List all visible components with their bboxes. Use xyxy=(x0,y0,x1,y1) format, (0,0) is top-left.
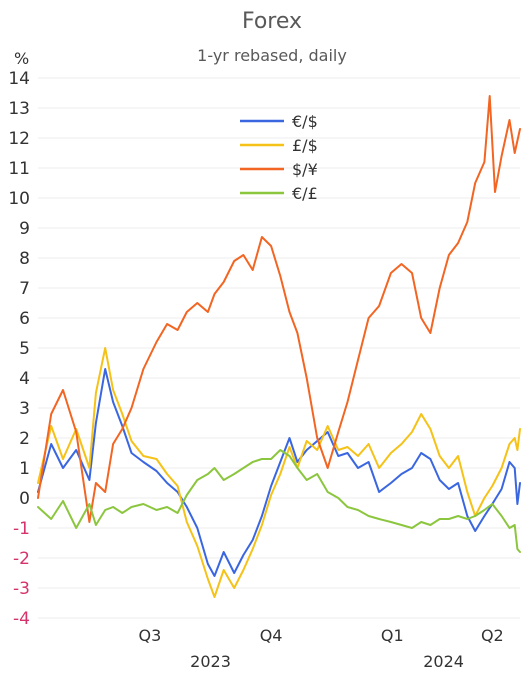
series-line-3 xyxy=(37,449,521,553)
y-tick-label: 0 xyxy=(19,489,30,509)
x-tick-q4: Q4 xyxy=(260,626,283,645)
y-tick-label: -2 xyxy=(13,549,30,569)
y-tick-label: -1 xyxy=(13,519,30,539)
y-tick-label: 9 xyxy=(19,219,30,239)
y-tick-label: 3 xyxy=(19,399,30,419)
y-axis-unit: % xyxy=(14,49,29,68)
y-tick-label: 4 xyxy=(19,369,30,389)
legend-label-2: $/¥ xyxy=(292,160,318,179)
x-year-2023: 2023 xyxy=(190,652,231,671)
y-tick-label: 11 xyxy=(8,159,30,179)
legend-label-1: £/$ xyxy=(292,136,318,155)
legend-label-0: €/$ xyxy=(292,112,318,131)
y-tick-label: 8 xyxy=(19,249,30,269)
x-tick-q2: Q2 xyxy=(481,626,504,645)
y-tick-label: 5 xyxy=(19,339,30,359)
x-axis-ticks: Q3 Q4 Q1 Q2 2023 2024 xyxy=(139,626,504,671)
y-tick-label: -3 xyxy=(13,579,30,599)
series-lines xyxy=(37,95,521,598)
y-tick-label: 12 xyxy=(8,129,30,149)
legend: €/$ £/$ $/¥ €/£ xyxy=(240,112,318,203)
y-tick-label: 6 xyxy=(19,309,30,329)
series-line-1 xyxy=(37,347,521,598)
chart-subtitle: 1-yr rebased, daily xyxy=(197,46,347,65)
x-tick-q3: Q3 xyxy=(139,626,162,645)
y-tick-label: 1 xyxy=(19,459,30,479)
chart-title: Forex xyxy=(242,9,302,34)
grid-lines xyxy=(38,77,520,619)
y-tick-label: 14 xyxy=(8,69,30,89)
y-tick-label: 10 xyxy=(8,189,30,209)
legend-label-3: €/£ xyxy=(292,184,318,203)
y-tick-label: 13 xyxy=(8,99,30,119)
x-tick-q1: Q1 xyxy=(381,626,404,645)
y-tick-label: 7 xyxy=(19,279,30,299)
y-tick-label: 2 xyxy=(19,429,30,449)
series-line-2 xyxy=(37,95,521,523)
x-year-2024: 2024 xyxy=(423,652,464,671)
series-line-0 xyxy=(37,368,521,577)
y-tick-label: -4 xyxy=(13,609,30,629)
